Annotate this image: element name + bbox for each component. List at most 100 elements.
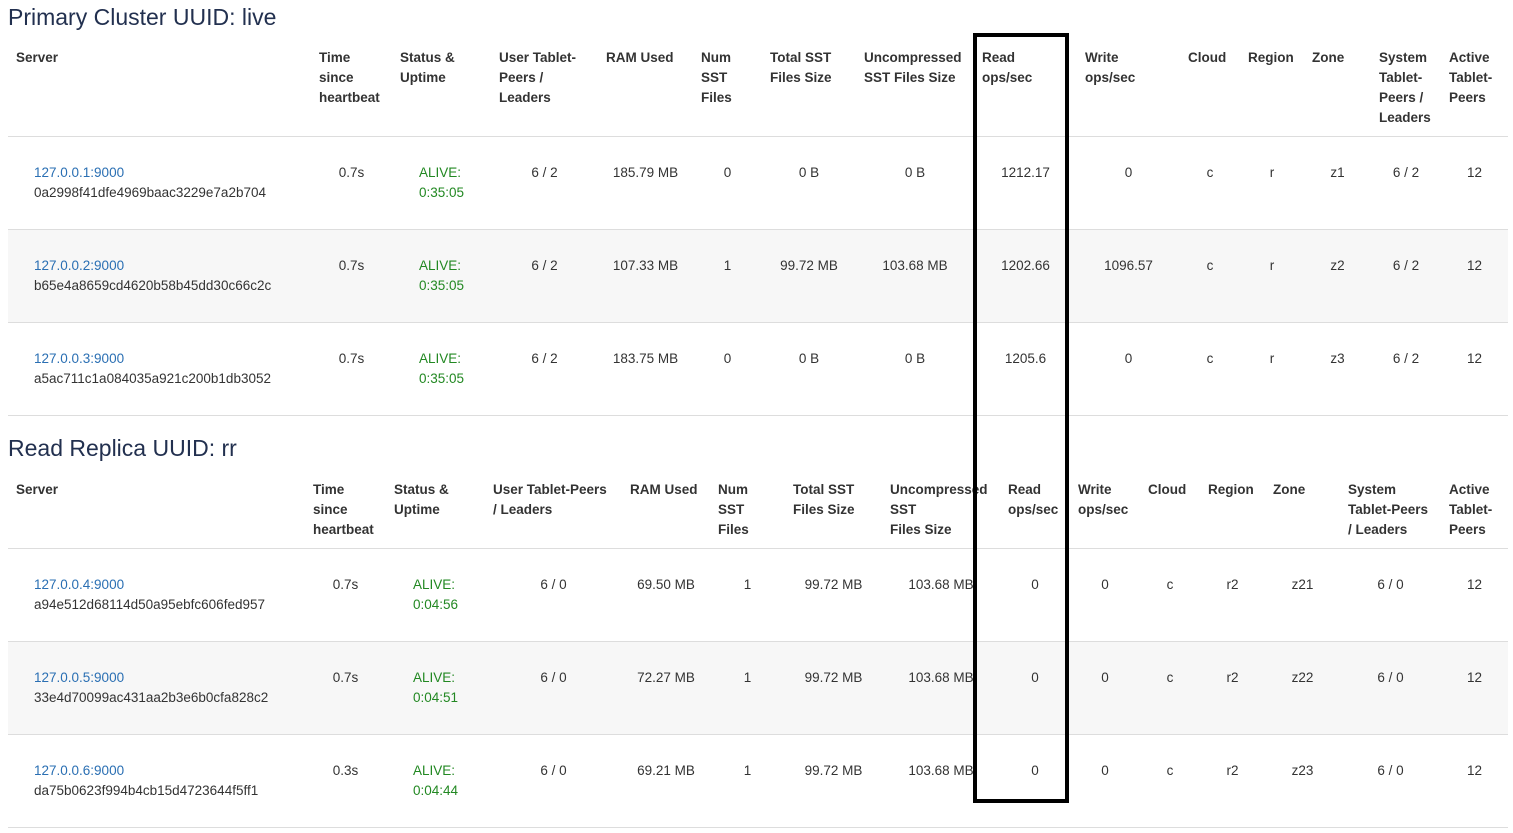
region: r2 [1226, 763, 1239, 778]
column-header: Write ops/sec [1070, 472, 1140, 549]
status-cell: ALIVE: 0:04:56 [386, 548, 485, 642]
read-ops-cell: 0 [1000, 548, 1070, 642]
uncompressed-sst-size: 0 B [904, 351, 926, 366]
time-since-heartbeat: 0.7s [332, 577, 359, 592]
user-tablet-peers: 6 / 2 [531, 258, 558, 273]
column-header: Active Tablet-Peers [1441, 472, 1508, 549]
read-ops: 0 [1031, 577, 1039, 592]
server-link[interactable]: 127.0.0.1:9000 [34, 165, 125, 180]
num-sst-files-cell: 1 [710, 548, 785, 642]
server-cell: 127.0.0.2:9000 b65e4a8659cd4620b58b45dd30… [8, 229, 311, 323]
system-tablet-peers: 6 / 0 [1377, 577, 1404, 592]
num-sst-files: 1 [743, 763, 752, 778]
server-link[interactable]: 127.0.0.3:9000 [34, 351, 125, 366]
time-since-heartbeat-cell: 0.7s [311, 136, 392, 230]
num-sst-files: 1 [743, 670, 752, 685]
time-since-heartbeat-cell: 0.7s [311, 229, 392, 323]
time-since-heartbeat: 0.7s [338, 165, 365, 180]
status-cell: ALIVE: 0:35:05 [392, 229, 491, 323]
read-replica-title: Read Replica UUID: rr [8, 435, 237, 461]
status-cell: ALIVE: 0:35:05 [392, 322, 491, 416]
read-ops: 1202.66 [1001, 258, 1050, 273]
system-tablet-peers-cell: 6 / 0 [1340, 734, 1441, 828]
write-ops: 0 [1101, 577, 1109, 592]
user-tablet-peers-cell: 6 / 2 [491, 136, 598, 230]
total-sst-size: 99.72 MB [804, 670, 863, 685]
write-ops: 0 [1124, 165, 1133, 180]
read-ops-highlight-box [973, 33, 1069, 803]
num-sst-files-cell: 1 [710, 641, 785, 735]
num-sst-files-cell: 1 [710, 734, 785, 828]
total-sst-size: 0 B [798, 165, 820, 180]
zone: z3 [1330, 351, 1345, 366]
server-link[interactable]: 127.0.0.2:9000 [34, 258, 125, 273]
column-header: Num SST Files [693, 40, 762, 137]
table-row: 127.0.0.2:9000 b65e4a8659cd4620b58b45dd30… [8, 229, 1508, 323]
read-ops: 0 [1031, 763, 1039, 778]
column-header: Num SST Files [710, 472, 785, 549]
primary-cluster-title: Primary Cluster UUID: live [8, 4, 277, 30]
status-label: ALIVE: [418, 258, 461, 273]
time-since-heartbeat: 0.7s [332, 670, 359, 685]
zone-cell: z22 [1265, 641, 1340, 735]
total-sst-size-cell: 99.72 MB [785, 548, 882, 642]
total-sst-size-cell: 99.72 MB [762, 229, 856, 323]
total-sst-size-cell: 0 B [762, 136, 856, 230]
status-label: ALIVE: [418, 351, 461, 366]
status-label: ALIVE: [412, 577, 455, 592]
server-uuid: a5ac711c1a084035a921c200b1db3052 [34, 371, 271, 386]
column-header: Time since heartbeat [305, 472, 386, 549]
column-header: System Tablet-Peers / Leaders [1371, 40, 1441, 137]
time-since-heartbeat-cell: 0.3s [305, 734, 386, 828]
server-link[interactable]: 127.0.0.4:9000 [34, 577, 125, 592]
ram-used: 69.21 MB [637, 763, 695, 778]
active-tablet-peers-cell: 12 [1441, 548, 1508, 642]
region-cell: r [1240, 136, 1304, 230]
system-tablet-peers-cell: 6 / 0 [1340, 548, 1441, 642]
time-since-heartbeat: 0.3s [332, 763, 359, 778]
ram-used-cell: 185.79 MB [598, 136, 693, 230]
total-sst-size: 99.72 MB [780, 258, 838, 273]
server-link[interactable]: 127.0.0.6:9000 [34, 763, 125, 778]
user-tablet-peers: 6 / 2 [531, 351, 558, 366]
write-ops-cell: 0 [1070, 641, 1140, 735]
num-sst-files: 0 [723, 351, 732, 366]
server-cell: 127.0.0.5:9000 33e4d70099ac431aa2b3e6b0cf… [8, 641, 305, 735]
region-cell: r2 [1200, 641, 1265, 735]
write-ops-cell: 0 [1077, 136, 1180, 230]
uptime: 0:35:05 [418, 185, 465, 200]
column-header: User Tablet-Peers / Leaders [485, 472, 622, 549]
column-header: Total SST Files Size [785, 472, 882, 549]
status-cell: ALIVE: 0:35:05 [392, 136, 491, 230]
read-ops: 0 [1031, 670, 1039, 685]
table-row: 127.0.0.6:9000 da75b0623f994b4cb15d472364… [8, 734, 1508, 828]
uncompressed-sst-size-cell: 103.68 MB [882, 641, 1000, 735]
region: r [1269, 165, 1275, 180]
write-ops-cell: 0 [1077, 322, 1180, 416]
region: r2 [1226, 577, 1239, 592]
ram-used: 185.79 MB [612, 165, 679, 180]
write-ops: 0 [1101, 670, 1109, 685]
active-tablet-peers: 12 [1466, 670, 1483, 685]
uncompressed-sst-size: 103.68 MB [882, 258, 948, 273]
ram-used: 69.50 MB [637, 577, 695, 592]
zone: z2 [1330, 258, 1345, 273]
user-tablet-peers: 6 / 0 [540, 577, 567, 592]
column-header: Server [8, 40, 311, 137]
ram-used: 72.27 MB [637, 670, 695, 685]
total-sst-size-cell: 99.72 MB [785, 641, 882, 735]
system-tablet-peers: 6 / 2 [1392, 258, 1420, 273]
column-header: RAM Used [622, 472, 710, 549]
server-cell: 127.0.0.3:9000 a5ac711c1a084035a921c200b1… [8, 322, 311, 416]
server-link[interactable]: 127.0.0.5:9000 [34, 670, 125, 685]
ram-used-cell: 72.27 MB [622, 641, 710, 735]
time-since-heartbeat-cell: 0.7s [311, 322, 392, 416]
time-since-heartbeat: 0.7s [338, 351, 365, 366]
num-sst-files: 1 [743, 577, 752, 592]
cloud: c [1206, 165, 1214, 180]
active-tablet-peers: 12 [1466, 763, 1483, 778]
zone-cell: z23 [1265, 734, 1340, 828]
server-uuid: 0a2998f41dfe4969baac3229e7a2b704 [34, 185, 266, 200]
read-ops-cell: 0 [1000, 734, 1070, 828]
system-tablet-peers-cell: 6 / 2 [1371, 136, 1441, 230]
